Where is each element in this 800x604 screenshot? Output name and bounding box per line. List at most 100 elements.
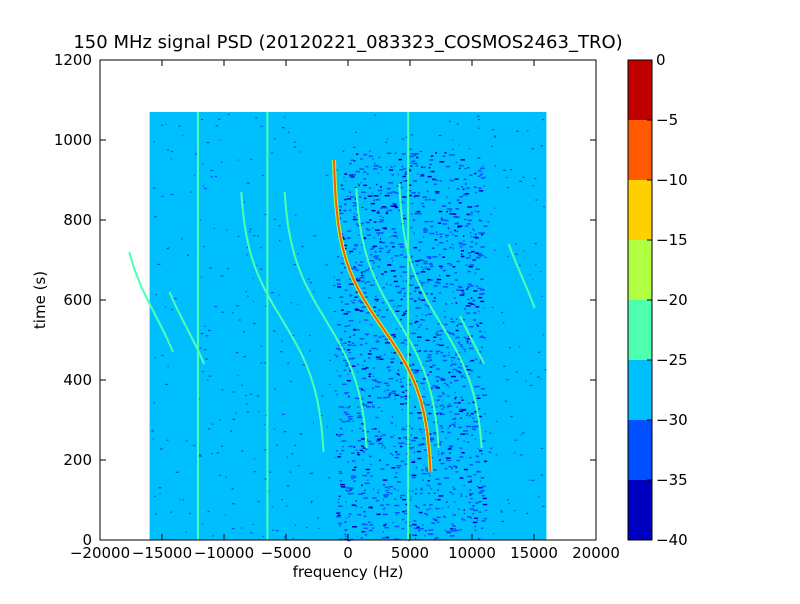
noise-speckle	[442, 155, 446, 157]
noise-speckle	[372, 245, 377, 248]
noise-speckle	[478, 511, 482, 513]
noise-speckle	[458, 164, 464, 167]
noise-speckle	[429, 350, 433, 353]
noise-speckle	[463, 194, 468, 196]
noise-speckle	[398, 437, 401, 440]
noise-speckle	[375, 356, 381, 358]
noise-speckle	[232, 391, 235, 393]
noise-speckle	[444, 468, 448, 470]
noise-speckle	[421, 202, 424, 204]
noise-speckle	[402, 280, 404, 282]
noise-speckle	[263, 423, 265, 425]
noise-speckle	[366, 234, 372, 236]
noise-speckle	[391, 467, 396, 469]
noise-speckle	[421, 166, 424, 168]
noise-speckle	[413, 451, 416, 454]
noise-speckle	[468, 347, 474, 350]
noise-speckle	[448, 465, 452, 468]
noise-speckle	[438, 412, 442, 414]
noise-speckle	[361, 274, 364, 277]
noise-speckle	[428, 198, 432, 201]
noise-speckle	[367, 401, 373, 404]
noise-speckle	[362, 447, 366, 449]
noise-speckle	[394, 504, 400, 507]
noise-speckle	[366, 406, 371, 408]
noise-speckle	[352, 357, 355, 359]
noise-speckle	[379, 358, 384, 360]
noise-speckle	[353, 446, 356, 448]
noise-speckle	[474, 172, 477, 175]
noise-speckle	[354, 244, 358, 246]
noise-speckle	[447, 354, 450, 356]
noise-speckle	[446, 210, 448, 213]
noise-speckle	[439, 161, 445, 163]
noise-speckle	[467, 412, 469, 414]
noise-speckle	[423, 227, 427, 230]
noise-speckle	[364, 282, 367, 284]
noise-speckle	[342, 406, 345, 409]
noise-speckle	[407, 396, 411, 398]
noise-speckle	[465, 305, 471, 307]
noise-speckle	[350, 159, 355, 161]
noise-speckle	[341, 233, 343, 236]
noise-speckle	[428, 529, 434, 531]
noise-speckle	[344, 289, 348, 291]
noise-speckle	[379, 459, 381, 462]
noise-speckle	[271, 506, 274, 508]
noise-speckle	[237, 159, 239, 161]
noise-speckle	[352, 302, 355, 304]
noise-speckle	[369, 443, 374, 445]
noise-speckle	[461, 253, 463, 256]
noise-speckle	[403, 256, 409, 258]
noise-speckle	[366, 472, 370, 474]
noise-speckle	[440, 431, 444, 433]
noise-speckle	[362, 458, 364, 461]
noise-speckle	[375, 416, 379, 418]
noise-speckle	[365, 227, 369, 230]
noise-speckle	[459, 456, 464, 458]
noise-speckle	[249, 228, 252, 230]
noise-speckle	[442, 393, 445, 395]
noise-speckle	[343, 313, 349, 315]
noise-speckle	[363, 184, 368, 187]
noise-speckle	[477, 415, 482, 418]
x-tick-label: −15000	[132, 544, 192, 562]
noise-speckle	[231, 312, 234, 314]
noise-speckle	[352, 334, 356, 336]
noise-speckle	[459, 372, 462, 374]
noise-speckle	[379, 186, 382, 188]
noise-speckle	[355, 505, 358, 508]
noise-speckle	[282, 413, 285, 415]
noise-speckle	[467, 219, 472, 222]
noise-speckle	[461, 399, 464, 401]
noise-speckle	[469, 517, 473, 519]
noise-speckle	[365, 221, 370, 224]
noise-speckle	[369, 219, 372, 221]
noise-speckle	[386, 187, 391, 190]
noise-speckle	[363, 523, 368, 526]
noise-speckle	[411, 332, 416, 335]
noise-speckle	[334, 456, 336, 459]
noise-speckle	[343, 411, 348, 414]
noise-speckle	[446, 530, 451, 533]
noise-speckle	[482, 165, 484, 167]
noise-speckle	[368, 506, 373, 509]
noise-speckle	[383, 207, 388, 209]
noise-speckle	[271, 152, 274, 154]
noise-speckle	[388, 394, 391, 396]
noise-speckle	[401, 165, 404, 168]
noise-speckle	[427, 278, 431, 281]
noise-speckle	[423, 231, 428, 233]
noise-speckle	[438, 135, 442, 137]
noise-speckle	[293, 146, 297, 148]
noise-speckle	[437, 323, 440, 325]
colorbar-tick-label: −5	[656, 111, 678, 129]
noise-speckle	[419, 280, 421, 282]
noise-speckle	[180, 238, 183, 240]
colorbar-segment	[628, 180, 652, 240]
noise-speckle	[392, 392, 397, 395]
noise-speckle	[376, 212, 380, 214]
noise-speckle	[529, 479, 531, 481]
noise-speckle	[361, 271, 367, 273]
noise-speckle	[362, 510, 366, 513]
